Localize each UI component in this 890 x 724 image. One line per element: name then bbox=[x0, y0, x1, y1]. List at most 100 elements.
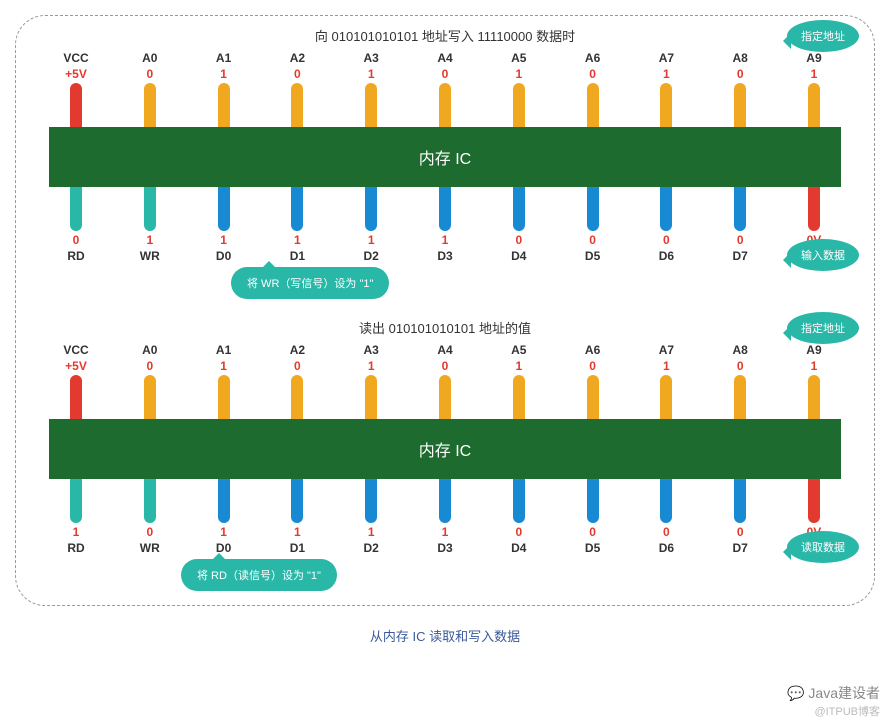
pin-stick bbox=[808, 83, 820, 127]
pin-d2: 1D2 bbox=[346, 187, 396, 263]
pin-value: 1 bbox=[73, 525, 80, 539]
diagram-frame: 向 010101010101 地址写入 11110000 数据时 指定地址 VC… bbox=[15, 15, 875, 606]
pin-stick bbox=[439, 479, 451, 523]
pin-a0: A00 bbox=[125, 51, 175, 127]
pin-stick bbox=[513, 375, 525, 419]
pin-label: D1 bbox=[290, 541, 305, 555]
pin-stick bbox=[439, 375, 451, 419]
pin-label: A2 bbox=[290, 343, 305, 357]
pin-stick bbox=[291, 83, 303, 127]
pin-a7: A71 bbox=[641, 51, 691, 127]
pin-value: 0 bbox=[663, 233, 670, 247]
pin-stick bbox=[660, 375, 672, 419]
pin-label: A0 bbox=[142, 51, 157, 65]
pin-label: D7 bbox=[733, 249, 748, 263]
pin-value: 0 bbox=[73, 233, 80, 247]
pin-value: 1 bbox=[515, 67, 522, 81]
pin-value: 0 bbox=[589, 525, 596, 539]
pin-label: A3 bbox=[364, 51, 379, 65]
pin-label: A1 bbox=[216, 343, 231, 357]
pin-value: 0 bbox=[442, 359, 449, 373]
watermark-line2: @ITPUB博客 bbox=[787, 703, 880, 719]
pin-stick bbox=[734, 83, 746, 127]
pin-stick bbox=[218, 187, 230, 231]
pin-label: D4 bbox=[511, 249, 526, 263]
pin-value: +5V bbox=[65, 67, 87, 81]
pin-value: 1 bbox=[368, 525, 375, 539]
ic-block: 内存 IC bbox=[49, 419, 841, 479]
pin-stick bbox=[660, 187, 672, 231]
write-section: 向 010101010101 地址写入 11110000 数据时 指定地址 VC… bbox=[41, 26, 849, 263]
watermark-line1: 💬 Java建设者 bbox=[787, 683, 880, 703]
pin-stick bbox=[439, 83, 451, 127]
pin-value: 0 bbox=[146, 525, 153, 539]
pin-label: A7 bbox=[659, 51, 674, 65]
pin-stick bbox=[70, 187, 82, 231]
pin-d6: 0D6 bbox=[641, 187, 691, 263]
pin-label: A5 bbox=[511, 343, 526, 357]
pin-value: 1 bbox=[368, 359, 375, 373]
pin-value: 1 bbox=[220, 525, 227, 539]
pin-stick bbox=[218, 375, 230, 419]
pin-value: 1 bbox=[294, 525, 301, 539]
pin-stick bbox=[513, 479, 525, 523]
pin-a3: A31 bbox=[346, 343, 396, 419]
pin-value: 1 bbox=[220, 67, 227, 81]
pin-a6: A60 bbox=[568, 51, 618, 127]
pin-stick bbox=[291, 187, 303, 231]
pin-stick bbox=[365, 375, 377, 419]
pin-stick bbox=[365, 83, 377, 127]
pin-label: RD bbox=[67, 541, 84, 555]
pin-stick bbox=[144, 375, 156, 419]
pin-stick bbox=[808, 479, 820, 523]
figure-caption: 从内存 IC 读取和写入数据 bbox=[15, 626, 875, 645]
pin-value: 1 bbox=[663, 359, 670, 373]
pin-label: WR bbox=[140, 541, 160, 555]
pin-value: 0 bbox=[294, 359, 301, 373]
pin-d5: 0D5 bbox=[568, 479, 618, 555]
top-pin-row: VCC+5VA00A11A20A31A40A51A60A71A80A91 bbox=[41, 51, 849, 127]
pin-value: 1 bbox=[294, 233, 301, 247]
pin-stick bbox=[70, 479, 82, 523]
pin-rd: 1 RD bbox=[51, 479, 101, 555]
pin-a2: A20 bbox=[272, 51, 322, 127]
pin-value: 0 bbox=[515, 233, 522, 247]
pin-label: A5 bbox=[511, 51, 526, 65]
pin-label: VCC bbox=[63, 51, 88, 65]
pin-value: 1 bbox=[220, 359, 227, 373]
pin-stick bbox=[513, 187, 525, 231]
pin-stick bbox=[291, 479, 303, 523]
pin-a3: A31 bbox=[346, 51, 396, 127]
pin-value: 0 bbox=[589, 359, 596, 373]
pin-d3: 1D3 bbox=[420, 187, 470, 263]
pin-value: 0 bbox=[294, 67, 301, 81]
pin-value: 0 bbox=[442, 67, 449, 81]
bottom-pin-row: 0RD1WR1D01D11D21D30D40D50D60D70VGND bbox=[41, 187, 849, 263]
pin-a1: A11 bbox=[199, 51, 249, 127]
pin-a6: A60 bbox=[568, 343, 618, 419]
pin-wr: 1WR bbox=[125, 187, 175, 263]
pin-a8: A80 bbox=[715, 343, 765, 419]
pin-a5: A51 bbox=[494, 51, 544, 127]
pin-value: 0 bbox=[663, 525, 670, 539]
read-section: 读出 010101010101 地址的值 指定地址 VCC+5VA00A11A2… bbox=[41, 318, 849, 555]
pin-value: 0 bbox=[589, 233, 596, 247]
pin-label: A7 bbox=[659, 343, 674, 357]
pin-stick bbox=[808, 375, 820, 419]
pin-a1: A11 bbox=[199, 343, 249, 419]
pin-label: D5 bbox=[585, 249, 600, 263]
pin-a8: A80 bbox=[715, 51, 765, 127]
pin-label: A8 bbox=[733, 51, 748, 65]
pin-a4: A40 bbox=[420, 343, 470, 419]
pin-stick bbox=[291, 375, 303, 419]
pin-stick bbox=[734, 187, 746, 231]
pin-value: +5V bbox=[65, 359, 87, 373]
pin-label: A4 bbox=[437, 51, 452, 65]
callout-data: 输入数据 bbox=[787, 239, 859, 271]
pin-label: D4 bbox=[511, 541, 526, 555]
pin-d0: 1D0 bbox=[199, 187, 249, 263]
pin-stick bbox=[144, 479, 156, 523]
pin-label: A6 bbox=[585, 51, 600, 65]
pin-stick bbox=[587, 187, 599, 231]
pin-a4: A40 bbox=[420, 51, 470, 127]
